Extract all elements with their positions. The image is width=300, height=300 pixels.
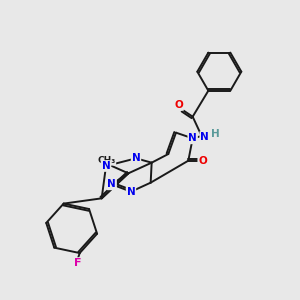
Text: N: N xyxy=(200,132,209,142)
Text: O: O xyxy=(198,156,207,166)
Text: N: N xyxy=(127,187,135,197)
Text: N: N xyxy=(188,133,197,143)
Text: H: H xyxy=(211,129,220,139)
Text: N: N xyxy=(107,179,116,189)
Text: N: N xyxy=(102,161,110,171)
Text: F: F xyxy=(74,258,82,268)
Text: O: O xyxy=(174,100,183,110)
Text: N: N xyxy=(132,153,140,163)
Text: CH₃: CH₃ xyxy=(97,156,116,165)
